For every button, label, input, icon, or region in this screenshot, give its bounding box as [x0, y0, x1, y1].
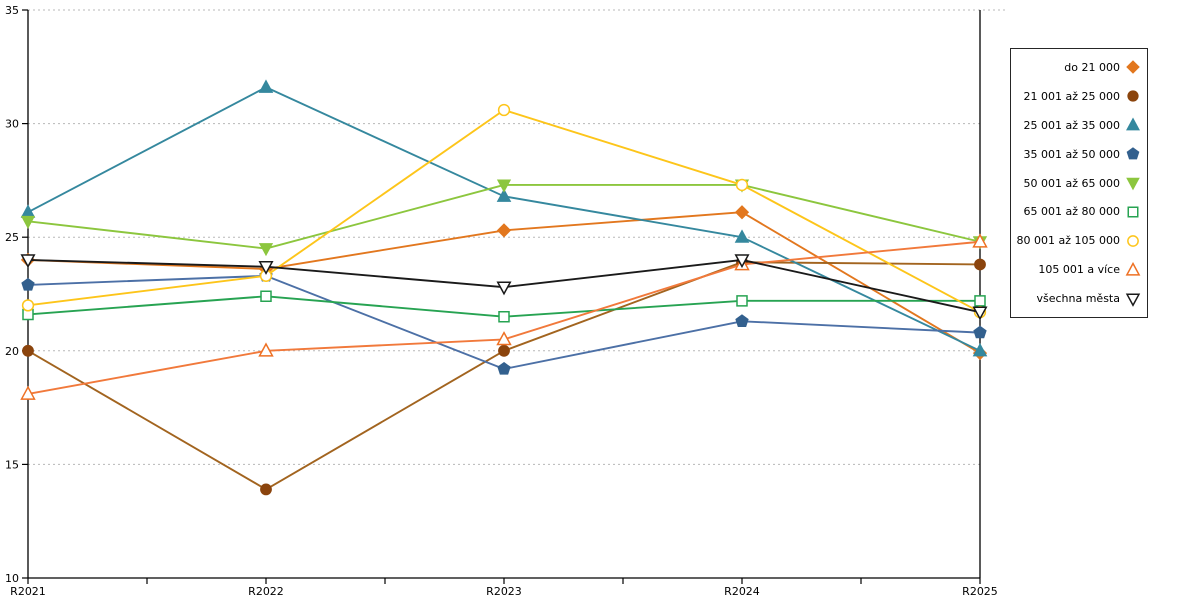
- legend-triangle-down-icon: [1125, 293, 1141, 307]
- circle-marker-icon: [735, 178, 749, 192]
- legend-circle-icon: [1127, 234, 1139, 247]
- legend-item: do 21 000: [1015, 53, 1141, 82]
- y-tick-label: 35: [5, 4, 19, 17]
- triangle-up-marker-icon: [1126, 117, 1140, 131]
- circle-marker-icon: [21, 299, 35, 312]
- pentagon-marker-icon: [1126, 147, 1140, 160]
- x-tick-label: R2025: [962, 585, 998, 598]
- chart-legend: do 21 000 21 001 až 25 000 25 001 až 35 00…: [1010, 48, 1148, 318]
- x-tick-label: R2022: [248, 585, 284, 598]
- y-tick-label: 10: [5, 572, 19, 585]
- legend-item: 105 001 a více: [1015, 255, 1141, 284]
- square-marker-icon: [260, 290, 272, 303]
- legend-label: 80 001 až 105 000: [1016, 234, 1121, 248]
- legend-label: 65 001 až 80 000: [1023, 205, 1121, 219]
- legend-item: 21 001 až 25 000: [1015, 82, 1141, 111]
- triangle-up-marker-icon: [972, 233, 988, 248]
- x-tick-label: R2023: [486, 585, 522, 598]
- legend-square-icon: [1127, 206, 1139, 218]
- triangle-up-marker-icon: [972, 342, 988, 357]
- triangle-down-marker-icon: [1125, 293, 1141, 307]
- circle-marker-icon: [1127, 234, 1139, 247]
- legend-label: do 21 000: [1064, 60, 1120, 74]
- triangle-up-marker-icon: [20, 385, 36, 400]
- legend-item: 80 001 až 105 000: [1015, 226, 1141, 255]
- circle-marker-icon: [498, 344, 510, 357]
- legend-triangle-up-icon: [1126, 117, 1140, 131]
- triangle-up-marker-icon: [258, 342, 274, 357]
- triangle-up-marker-icon: [1125, 261, 1141, 276]
- triangle-down-marker-icon: [20, 254, 36, 269]
- triangle-down-marker-icon: [734, 254, 750, 269]
- y-tick-label: 30: [5, 118, 19, 131]
- legend-label: všechna města: [1036, 292, 1120, 306]
- x-tick-label: R2021: [10, 585, 46, 598]
- triangle-down-marker-icon: [972, 306, 988, 321]
- circle-marker-icon: [1127, 90, 1139, 102]
- legend-item: všechna města: [1015, 284, 1141, 313]
- square-marker-icon: [1127, 206, 1139, 218]
- legend-label: 105 001 a více: [1038, 263, 1120, 277]
- diamond-marker-icon: [496, 223, 512, 238]
- triangle-down-marker-icon: [496, 179, 512, 193]
- triangle-down-marker-icon: [258, 261, 274, 275]
- series-8: [20, 254, 988, 321]
- legend-label: 21 001 až 25 000: [1023, 89, 1121, 103]
- legend-item: 65 001 až 80 000: [1015, 197, 1141, 226]
- series-2: [20, 79, 988, 357]
- circle-marker-icon: [260, 483, 272, 496]
- legend-label: 50 001 až 65 000: [1023, 176, 1121, 190]
- y-tick-label: 15: [5, 458, 19, 471]
- square-marker-icon: [498, 310, 510, 323]
- y-tick-label: 20: [5, 345, 19, 358]
- triangle-down-marker-icon: [496, 281, 512, 296]
- y-tick-label: 25: [5, 231, 19, 244]
- legend-item: 35 001 až 50 000: [1015, 140, 1141, 169]
- triangle-up-marker-icon: [258, 79, 274, 93]
- legend-label: 25 001 až 35 000: [1023, 118, 1121, 132]
- pentagon-marker-icon: [21, 277, 35, 291]
- triangle-up-marker-icon: [496, 331, 512, 346]
- triangle-down-marker-icon: [1126, 177, 1140, 191]
- legend-item: 25 001 až 35 000: [1015, 111, 1141, 140]
- circle-marker-icon: [974, 258, 986, 271]
- legend-pentagon-icon: [1126, 147, 1140, 160]
- triangle-up-marker-icon: [496, 188, 512, 202]
- legend-triangle-down-icon: [1126, 177, 1140, 191]
- legend-diamond-icon: [1126, 60, 1140, 75]
- triangle-up-marker-icon: [734, 229, 750, 243]
- diamond-marker-icon: [734, 205, 750, 220]
- x-tick-label: R2024: [724, 585, 760, 598]
- legend-item: 50 001 až 65 000: [1015, 169, 1141, 198]
- pentagon-marker-icon: [735, 314, 749, 327]
- circle-marker-icon: [22, 344, 34, 357]
- triangle-up-marker-icon: [20, 204, 36, 218]
- series-5: [22, 290, 986, 323]
- series-line: [27, 261, 981, 491]
- square-marker-icon: [736, 295, 748, 307]
- triangle-down-marker-icon: [258, 243, 274, 257]
- triangle-down-marker-icon: [20, 215, 36, 229]
- legend-label: 35 001 až 50 000: [1023, 147, 1121, 161]
- pentagon-marker-icon: [497, 361, 511, 375]
- pentagon-marker-icon: [973, 325, 987, 339]
- series-4: [20, 179, 988, 257]
- circle-marker-icon: [497, 103, 511, 117]
- axes: 10 15 20 25 30 35 R2021 R2022 R2023 R2024 R2025: [5, 4, 998, 598]
- legend-circle-icon: [1127, 90, 1139, 102]
- diamond-marker-icon: [1126, 60, 1140, 75]
- square-marker-icon: [974, 295, 986, 307]
- legend-triangle-up-icon: [1125, 261, 1141, 276]
- line-chart: 10 15 20 25 30 35 R2021 R2022 R2023 R2024 R2025: [5, 4, 1005, 598]
